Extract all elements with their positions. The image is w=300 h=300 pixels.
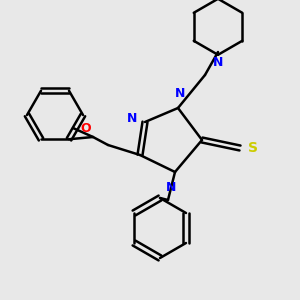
Text: S: S [248,141,258,155]
Text: N: N [213,56,223,69]
Text: N: N [175,87,185,100]
Text: N: N [127,112,137,125]
Text: O: O [80,122,91,135]
Text: N: N [166,181,176,194]
